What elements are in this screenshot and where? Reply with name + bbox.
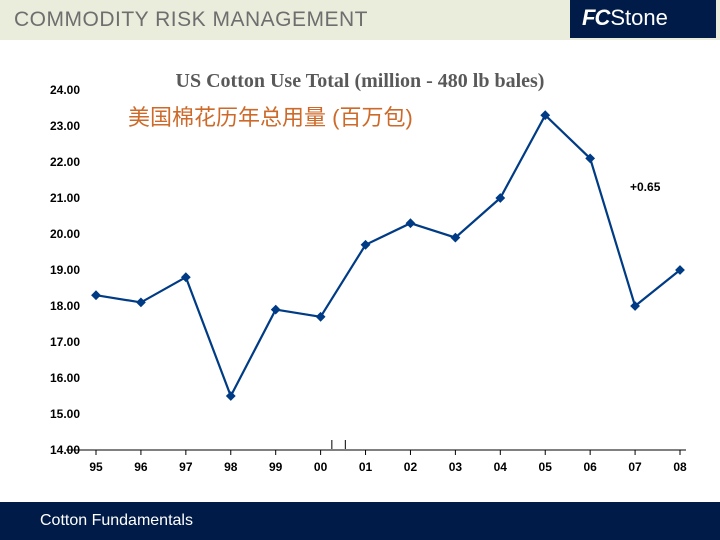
line-chart-svg xyxy=(0,0,720,540)
footer-text: Cotton Fundamentals xyxy=(0,512,193,530)
footer-bar: Cotton Fundamentals xyxy=(0,502,720,540)
slide-root: COMMODITY RISK MANAGEMENT FC Stone US Co… xyxy=(0,0,720,540)
